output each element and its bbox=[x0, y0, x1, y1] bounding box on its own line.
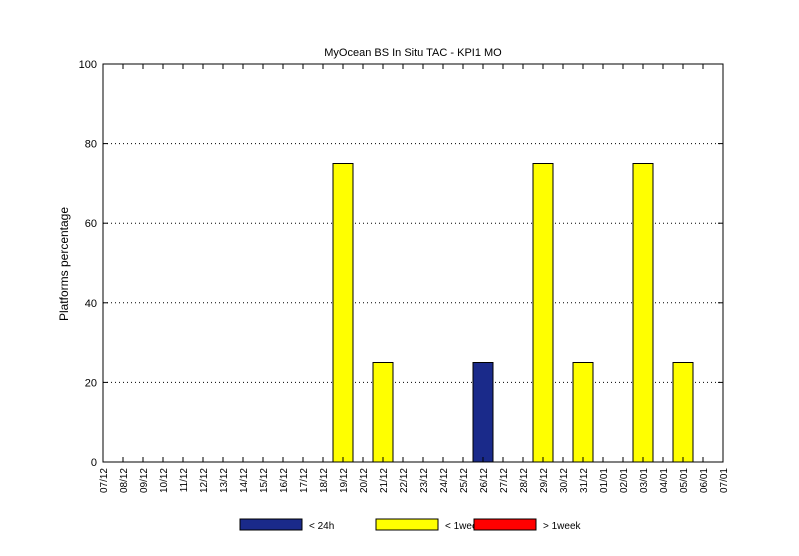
x-tick-label: 17/12 bbox=[299, 468, 310, 493]
x-tick-label: 07/12 bbox=[99, 468, 110, 493]
x-tick-label: 12/12 bbox=[199, 468, 210, 493]
bar-19-12-series-1 bbox=[332, 163, 354, 463]
legend: < 24h < 1week > 1week bbox=[239, 518, 582, 532]
legend-swatch bbox=[473, 518, 537, 531]
legend-swatch bbox=[375, 518, 439, 531]
x-tick-label: 07/01 bbox=[719, 468, 730, 493]
legend-label: < 1week bbox=[445, 521, 484, 532]
bars bbox=[332, 163, 694, 463]
x-tick-label: 10/12 bbox=[159, 468, 170, 493]
x-tick-label: 30/12 bbox=[559, 468, 570, 493]
bar-05-01-series-1 bbox=[672, 362, 694, 463]
y-tick-labels: 0 20 40 60 80 100 bbox=[79, 59, 97, 469]
legend-swatch bbox=[239, 518, 303, 531]
axis-ticks bbox=[102, 63, 724, 463]
bar-26-12-series-0 bbox=[472, 362, 494, 463]
y-tick-label: 80 bbox=[85, 139, 97, 151]
x-tick-label: 05/01 bbox=[679, 468, 690, 493]
grid-lines bbox=[103, 143, 723, 383]
x-tick-label: 27/12 bbox=[499, 468, 510, 493]
x-tick-label: 24/12 bbox=[439, 468, 450, 493]
bar-03-01-series-1 bbox=[632, 163, 654, 463]
legend-label: > 1week bbox=[543, 521, 582, 532]
plot-frame bbox=[102, 63, 724, 463]
x-tick-label: 01/01 bbox=[599, 468, 610, 493]
x-tick-label: 08/12 bbox=[119, 468, 130, 493]
x-tick-label: 26/12 bbox=[479, 468, 490, 493]
y-axis-label: Platforms percentage bbox=[57, 207, 71, 321]
x-tick-label: 21/12 bbox=[379, 468, 390, 493]
x-tick-label: 25/12 bbox=[459, 468, 470, 493]
x-tick-label: 28/12 bbox=[519, 468, 530, 493]
legend-label: < 24h bbox=[309, 521, 334, 532]
x-tick-labels: 07/12 08/12 09/12 10/12 11/12 12/12 13/12 14/12… bbox=[99, 468, 730, 493]
x-tick-label: 15/12 bbox=[259, 468, 270, 493]
y-tick-label: 20 bbox=[85, 377, 97, 389]
bar-31-12-series-1 bbox=[572, 362, 594, 463]
x-tick-label: 22/12 bbox=[399, 468, 410, 493]
x-tick-label: 14/12 bbox=[239, 468, 250, 493]
y-tick-label: 0 bbox=[91, 457, 97, 469]
x-tick-label: 19/12 bbox=[339, 468, 350, 493]
y-tick-label: 60 bbox=[85, 218, 97, 230]
x-tick-label: 20/12 bbox=[359, 468, 370, 493]
y-tick-label: 100 bbox=[79, 59, 97, 71]
x-tick-label: 11/12 bbox=[179, 468, 190, 493]
x-tick-label: 06/01 bbox=[699, 468, 710, 493]
x-tick-label: 02/01 bbox=[619, 468, 630, 493]
x-tick-label: 31/12 bbox=[579, 468, 590, 493]
bar-21-12-series-1 bbox=[372, 362, 394, 463]
bar-29-12-series-1 bbox=[532, 163, 554, 463]
y-tick-label: 40 bbox=[85, 298, 97, 310]
x-tick-label: 29/12 bbox=[539, 468, 550, 493]
x-tick-label: 16/12 bbox=[279, 468, 290, 493]
x-tick-label: 18/12 bbox=[319, 468, 330, 493]
x-tick-label: 23/12 bbox=[419, 468, 430, 493]
x-tick-label: 03/01 bbox=[639, 468, 650, 493]
x-tick-label: 04/01 bbox=[659, 468, 670, 493]
x-tick-label: 09/12 bbox=[139, 468, 150, 493]
x-tick-label: 13/12 bbox=[219, 468, 230, 493]
chart-title: MyOcean BS In Situ TAC - KPI1 MO bbox=[324, 47, 502, 59]
